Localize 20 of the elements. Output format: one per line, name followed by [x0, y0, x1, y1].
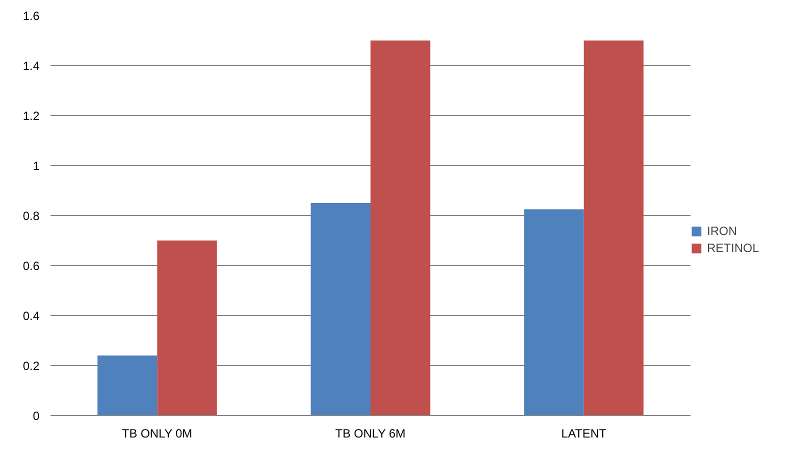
- y-tick-label: 0.6: [22, 259, 40, 273]
- bar: [524, 209, 584, 416]
- x-tick-label: LATENT: [561, 426, 608, 440]
- legend-label: IRON: [707, 224, 737, 238]
- legend-label: RETINOL: [707, 241, 760, 255]
- y-tick-label: 0.2: [22, 359, 40, 373]
- bar: [310, 203, 370, 416]
- y-tick-label: 0.4: [22, 309, 40, 323]
- y-tick-label: 0: [32, 409, 40, 423]
- y-tick-label: 0.8: [22, 209, 40, 223]
- x-tick-label: TB ONLY 0M: [122, 426, 192, 440]
- bar: [584, 40, 644, 416]
- bar: [157, 240, 217, 416]
- y-tick-label: 1.6: [22, 9, 40, 23]
- bar: [370, 40, 430, 416]
- x-tick-label: TB ONLY 6M: [335, 426, 406, 440]
- y-tick-label: 1.4: [22, 59, 40, 73]
- bar: [97, 356, 158, 416]
- y-tick-label: 1.2: [22, 109, 40, 123]
- y-tick-label: 1: [32, 159, 40, 173]
